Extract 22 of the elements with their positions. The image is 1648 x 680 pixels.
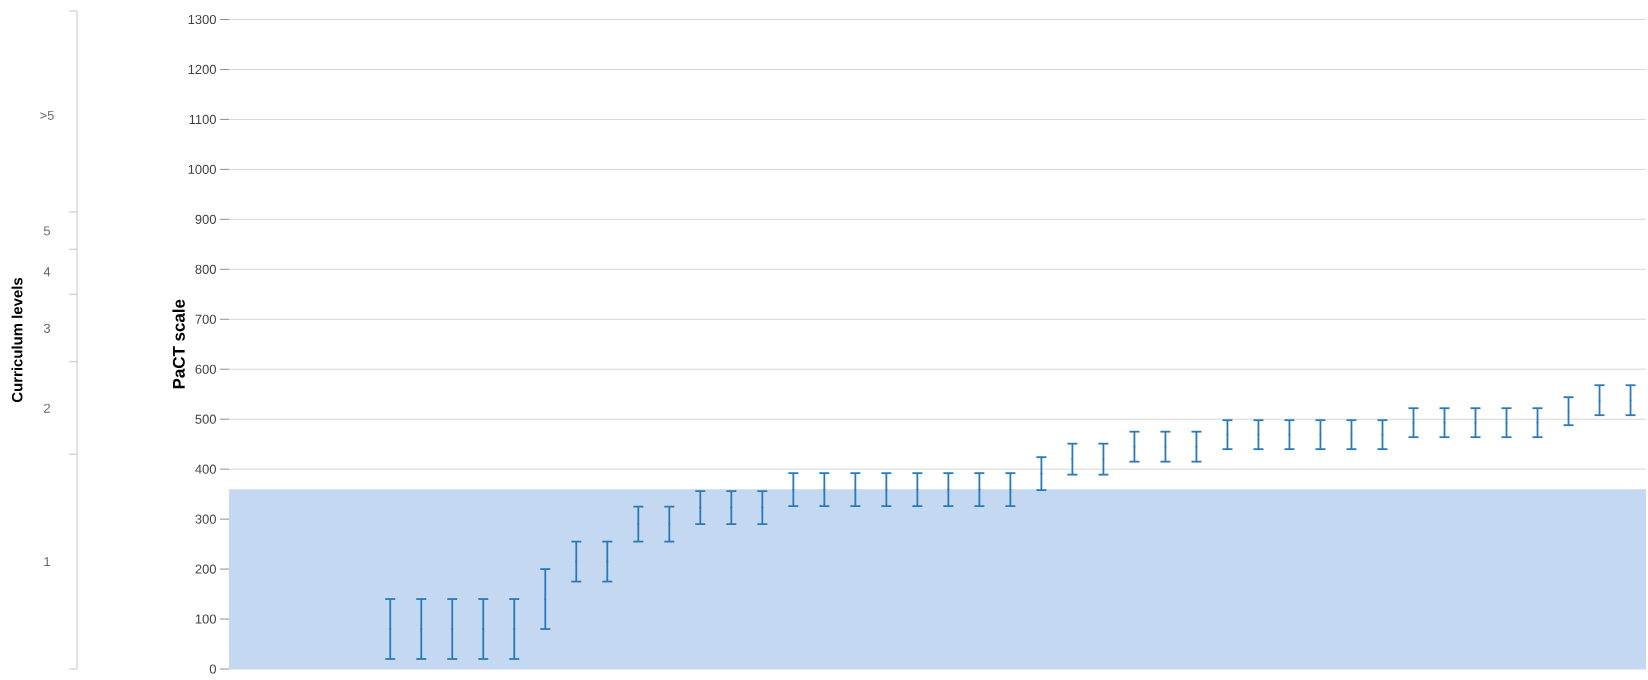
y-tick-label: 800 [195, 264, 216, 274]
text: >5 [40, 110, 54, 120]
text: 3 [43, 323, 51, 333]
text: 1 [44, 557, 50, 567]
y-tick-label: 900 [195, 214, 216, 224]
y-tick-label: 300 [195, 514, 216, 524]
y-tick-label: 700 [195, 314, 216, 324]
y-tick-label: 500 [195, 414, 216, 424]
y-axis-title: PaCT scale [172, 299, 185, 389]
y-tick-label: 100 [195, 614, 216, 624]
y-tick-label: 400 [195, 464, 216, 474]
y-tick-label: 1300 [188, 14, 216, 25]
text: 4 [43, 267, 51, 277]
text: 5 [43, 226, 51, 236]
y-tick-label: 1000 [188, 164, 216, 174]
y-tick-label: 600 [195, 364, 216, 374]
y-tick-label: 0 [209, 664, 216, 674]
y-tick-label: 1200 [188, 64, 216, 75]
text: 2 [44, 403, 50, 413]
y-tick-label: 1100 [189, 114, 216, 124]
y-tick-label: 200 [195, 564, 216, 574]
text: Curriculum levels [11, 277, 23, 403]
